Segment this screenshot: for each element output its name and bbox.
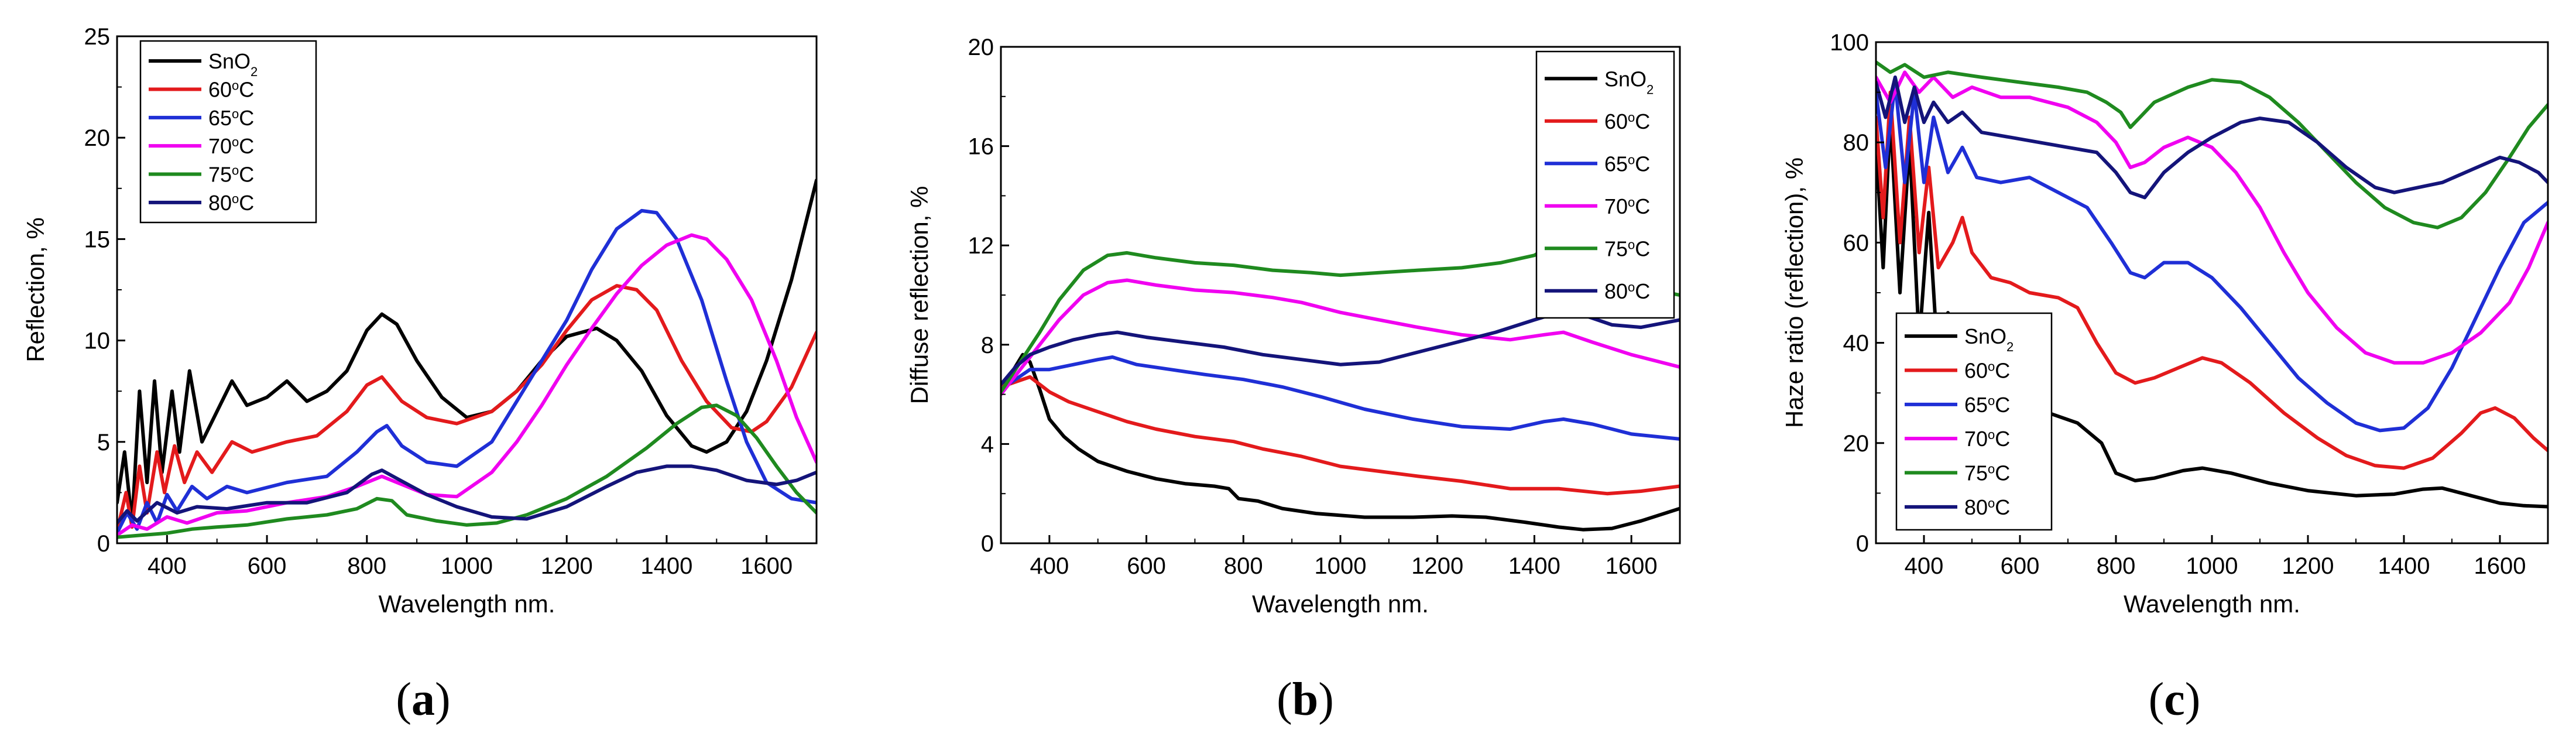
- x-tick-label: 1200: [2282, 553, 2334, 579]
- series-line-60c: [1876, 90, 2548, 470]
- chart-b: 400 600 800 1000 1200 1400 1600 0 4 8 12 16 20 Wavele…: [905, 35, 1681, 618]
- legend-label-75c: 75oC: [208, 163, 254, 187]
- x-tick-label: 800: [347, 553, 386, 579]
- x-tick-label: 1400: [1508, 553, 1560, 579]
- x-tick-label: 1600: [1606, 553, 1658, 579]
- legend-label-65c: 65oC: [1964, 393, 2010, 417]
- y-tick-label: 0: [97, 531, 110, 557]
- legend-label-sno2: SnO2: [1604, 67, 1654, 97]
- legend-label-80c: 80oC: [1964, 495, 2010, 519]
- panel-label-b: (b): [1277, 674, 1334, 725]
- y-tick-label: 8: [981, 333, 994, 358]
- y-axis-label: Haze ratio (reflection), %: [1781, 157, 1808, 428]
- legend-box: [1895, 312, 2053, 531]
- y-tick-label: 10: [84, 328, 111, 354]
- series-line-sno2: [117, 178, 817, 525]
- x-tick-label: 1000: [441, 553, 493, 579]
- series-line-75c: [117, 403, 817, 539]
- y-axis-label: Reflection, %: [22, 217, 49, 362]
- legend-box: [139, 40, 317, 224]
- x-tick-label: 600: [2001, 553, 2040, 579]
- x-tick-label: 800: [1224, 553, 1263, 579]
- x-tick-label: 600: [1127, 553, 1166, 579]
- x-tick-label: 400: [148, 553, 187, 579]
- x-tick-label: 1600: [2474, 553, 2526, 579]
- legend-label-80c: 80oC: [208, 191, 254, 215]
- y-tick-label: 4: [981, 431, 994, 457]
- y-tick-label: 25: [84, 24, 111, 50]
- series-line-65c: [1876, 80, 2548, 433]
- legend-label-sno2: SnO2: [208, 49, 258, 78]
- x-tick-label: 1400: [2378, 553, 2430, 579]
- x-tick-label: 400: [1905, 553, 1944, 579]
- y-tick-label: 20: [968, 35, 994, 60]
- legend-label-80c: 80oC: [1604, 279, 1650, 303]
- legend-label-sno2: SnO2: [1964, 324, 2014, 354]
- y-tick-label: 20: [84, 125, 111, 151]
- series-line-80c: [1876, 75, 2548, 200]
- legend-label-65c: 65oC: [1604, 152, 1650, 176]
- legend-label-70c: 70oC: [1604, 194, 1650, 218]
- series-line-65c: [117, 208, 817, 535]
- x-tick-label: 1200: [1411, 553, 1463, 579]
- y-tick-label: 60: [1843, 230, 1870, 256]
- x-tick-label: 800: [2097, 553, 2136, 579]
- series-line-sno2: [1001, 352, 1680, 532]
- chart-c: 400 600 800 1000 1200 1400 1600 0 20 40 60 80 100 Wav…: [1781, 30, 2549, 618]
- y-tick-label: 15: [84, 227, 111, 252]
- x-tick-label: 1000: [2186, 553, 2238, 579]
- x-axis-label: Wavelength nm.: [379, 590, 555, 618]
- x-tick-label: 400: [1030, 553, 1069, 579]
- y-tick-label: 0: [981, 531, 994, 557]
- x-axis-label: Wavelength nm.: [2124, 590, 2300, 618]
- panel-label-c: (c): [2148, 674, 2201, 725]
- x-tick-label: 600: [248, 553, 287, 579]
- legend-label-75c: 75oC: [1964, 461, 2010, 485]
- legend-label-70c: 70oC: [208, 134, 254, 158]
- y-tick-label: 100: [1830, 30, 1869, 56]
- series-line-70c: [1001, 278, 1680, 396]
- series-line-60c: [117, 284, 817, 533]
- legend-label-65c: 65oC: [208, 106, 254, 130]
- series-line-70c: [117, 233, 817, 537]
- legend-label-60c: 60oC: [208, 78, 254, 102]
- x-axis-label: Wavelength nm.: [1252, 590, 1429, 618]
- legend-label-75c: 75oC: [1604, 237, 1650, 261]
- y-tick-label: 16: [968, 134, 994, 160]
- legend: SnO2 60oC 65oC 70oC 75oC 80oC: [1535, 50, 1675, 319]
- y-tick-label: 80: [1843, 130, 1870, 156]
- y-tick-label: 40: [1843, 331, 1870, 357]
- y-tick-label: 0: [1856, 531, 1869, 557]
- series-line-65c: [1001, 355, 1680, 441]
- panel-label-a: (a): [396, 674, 451, 725]
- legend-label-70c: 70oC: [1964, 427, 2010, 451]
- legend-label-60c: 60oC: [1964, 359, 2010, 383]
- y-tick-label: 5: [97, 430, 110, 455]
- legend-label-60c: 60oC: [1604, 109, 1650, 133]
- y-tick-label: 12: [968, 233, 994, 259]
- x-tick-label: 1600: [740, 553, 793, 579]
- x-tick-label: 1000: [1315, 553, 1367, 579]
- series-line-80c: [1001, 310, 1680, 386]
- y-axis-label: Diffuse reflection, %: [905, 186, 933, 405]
- series-group: [117, 178, 817, 539]
- chart-a: 400 600 800 1000 1200 1400 1600 0 5 10 15 20 25 Wavel…: [22, 24, 818, 618]
- series-line-70c: [1876, 70, 2548, 365]
- series-line-80c: [117, 464, 817, 525]
- legend-box: [1535, 50, 1675, 319]
- series-line-60c: [1001, 375, 1680, 496]
- x-tick-label: 1200: [541, 553, 593, 579]
- y-tick-label: 20: [1843, 431, 1870, 457]
- x-tick-label: 1400: [640, 553, 692, 579]
- legend: SnO2 60oC 65oC 70oC 75oC 80oC: [1895, 312, 2053, 531]
- series-line-75c: [1876, 60, 2548, 229]
